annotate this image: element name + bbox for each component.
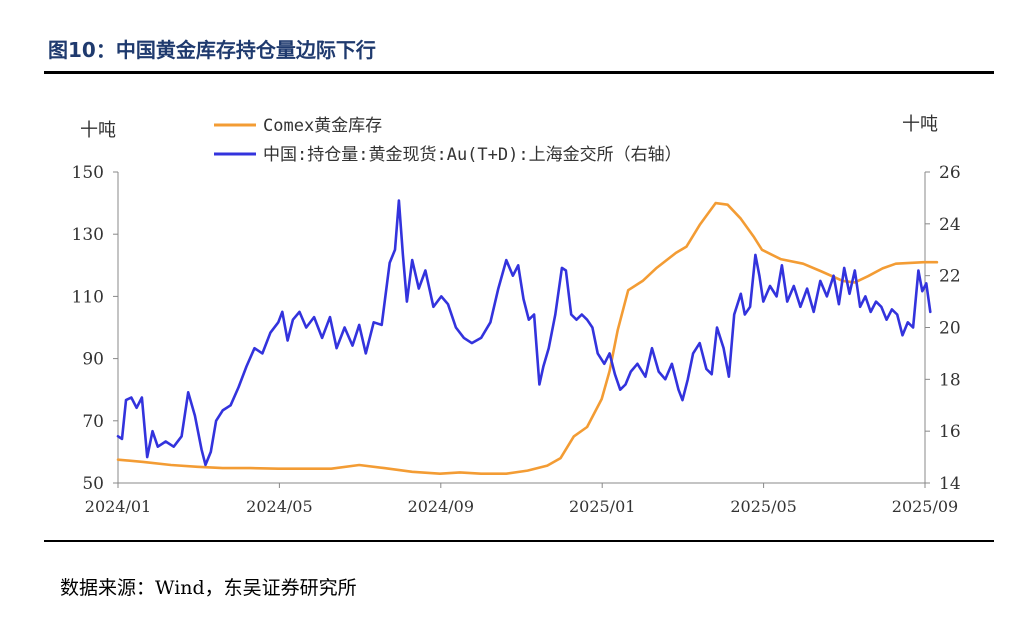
- right-tick-label: 26: [939, 163, 961, 183]
- figure-title: 图10：中国黄金库存持仓量边际下行: [48, 38, 376, 62]
- x-tick-label: 2024/01: [85, 497, 151, 516]
- left-tick-label: 90: [82, 350, 104, 370]
- x-tick-label: 2025/05: [730, 497, 796, 516]
- top-rule: [44, 71, 994, 74]
- bottom-rule: [44, 540, 994, 542]
- left-tick-label: 70: [82, 412, 104, 432]
- left-tick-label: 110: [72, 287, 104, 307]
- right-tick-label: 16: [939, 422, 961, 442]
- chart-axes: 50 70 90 110 130 150 14 16 18 20 22 24 26 2024/01 2024…: [72, 114, 961, 516]
- right-tick-label: 20: [939, 319, 961, 339]
- right-tick-label: 14: [939, 474, 961, 494]
- dual-axis-line-chart: 50 70 90 110 130 150 14 16 18 20 22 24 26 2024/01 2024…: [72, 114, 961, 516]
- left-tick-label: 50: [82, 474, 104, 494]
- left-tick-label: 150: [72, 163, 104, 183]
- right-tick-label: 18: [939, 370, 961, 390]
- right-axis-unit: 十吨: [902, 114, 938, 135]
- x-tick-label: 2024/09: [408, 497, 474, 516]
- source-note: 数据来源：Wind，东吴证券研究所: [60, 577, 357, 599]
- x-tick-label: 2024/05: [246, 497, 312, 516]
- x-tick-label: 2025/01: [569, 497, 635, 516]
- legend-label-comex: Comex黄金库存: [263, 116, 382, 136]
- left-tick-label: 130: [72, 225, 104, 245]
- legend-label-au-td: 中国:持仓量:黄金现货:Au(T+D):上海金交所（右轴）: [263, 145, 682, 165]
- left-axis-unit: 十吨: [80, 120, 116, 141]
- right-tick-label: 22: [939, 267, 961, 287]
- series-layer: [116, 199, 939, 476]
- series-line-au-td-holdings: [116, 199, 932, 467]
- right-tick-label: 24: [939, 215, 961, 235]
- x-tick-label: 2025/09: [892, 497, 958, 516]
- series-line-comex-inventory: [116, 201, 939, 476]
